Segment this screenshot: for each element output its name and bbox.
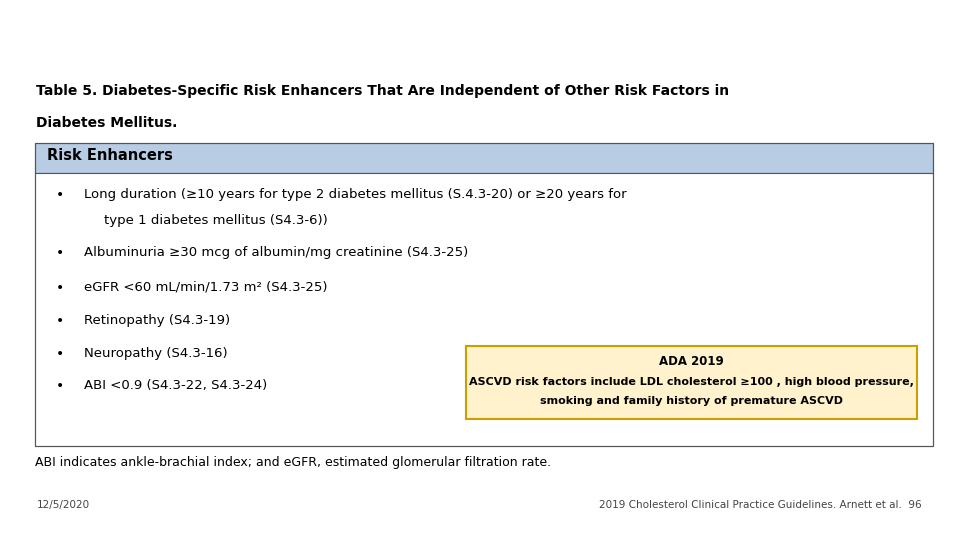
Text: Neuropathy (S4.3-16): Neuropathy (S4.3-16): [84, 347, 228, 360]
Text: ASCVD risk factors include LDL cholesterol ≥100 , high blood pressure,: ASCVD risk factors include LDL cholester…: [468, 377, 914, 387]
Text: •: •: [56, 246, 64, 260]
Text: Long duration (≥10 years for type 2 diabetes mellitus (S.4.3-20) or ≥20 years fo: Long duration (≥10 years for type 2 diab…: [84, 188, 627, 201]
Text: ADA 2019: ADA 2019: [659, 355, 724, 368]
Text: smoking and family history of premature ASCVD: smoking and family history of premature …: [540, 396, 843, 406]
Text: 12/5/2020: 12/5/2020: [36, 500, 89, 510]
Text: •: •: [56, 379, 64, 393]
Text: Diabetes Mellitus.: Diabetes Mellitus.: [36, 116, 178, 130]
Text: •: •: [56, 281, 64, 295]
Text: eGFR <60 mL/min/1.73 m² (S4.3-25): eGFR <60 mL/min/1.73 m² (S4.3-25): [84, 281, 328, 294]
Text: •: •: [56, 188, 64, 202]
Text: •: •: [56, 347, 64, 361]
Text: Albuminuria ≥30 mcg of albumin/mg creatinine (S4.3-25): Albuminuria ≥30 mcg of albumin/mg creati…: [84, 246, 468, 259]
Text: •: •: [56, 314, 64, 328]
Text: Risk Enhancers: Risk Enhancers: [47, 148, 173, 163]
Text: Table 5. Diabetes-Specific Risk Enhancers That Are Independent of Other Risk Fac: Table 5. Diabetes-Specific Risk Enhancer…: [36, 84, 730, 98]
Text: ABI indicates ankle-brachial index; and eGFR, estimated glomerular filtration ra: ABI indicates ankle-brachial index; and …: [35, 456, 551, 469]
Text: ABI <0.9 (S4.3-22, S4.3-24): ABI <0.9 (S4.3-22, S4.3-24): [84, 379, 268, 392]
Text: 2019 Cholesterol Clinical Practice Guidelines. Arnett et al.  96: 2019 Cholesterol Clinical Practice Guide…: [599, 500, 922, 510]
Text: type 1 diabetes mellitus (S4.3-6)): type 1 diabetes mellitus (S4.3-6)): [104, 214, 327, 227]
Text: Retinopathy (S4.3-19): Retinopathy (S4.3-19): [84, 314, 230, 327]
